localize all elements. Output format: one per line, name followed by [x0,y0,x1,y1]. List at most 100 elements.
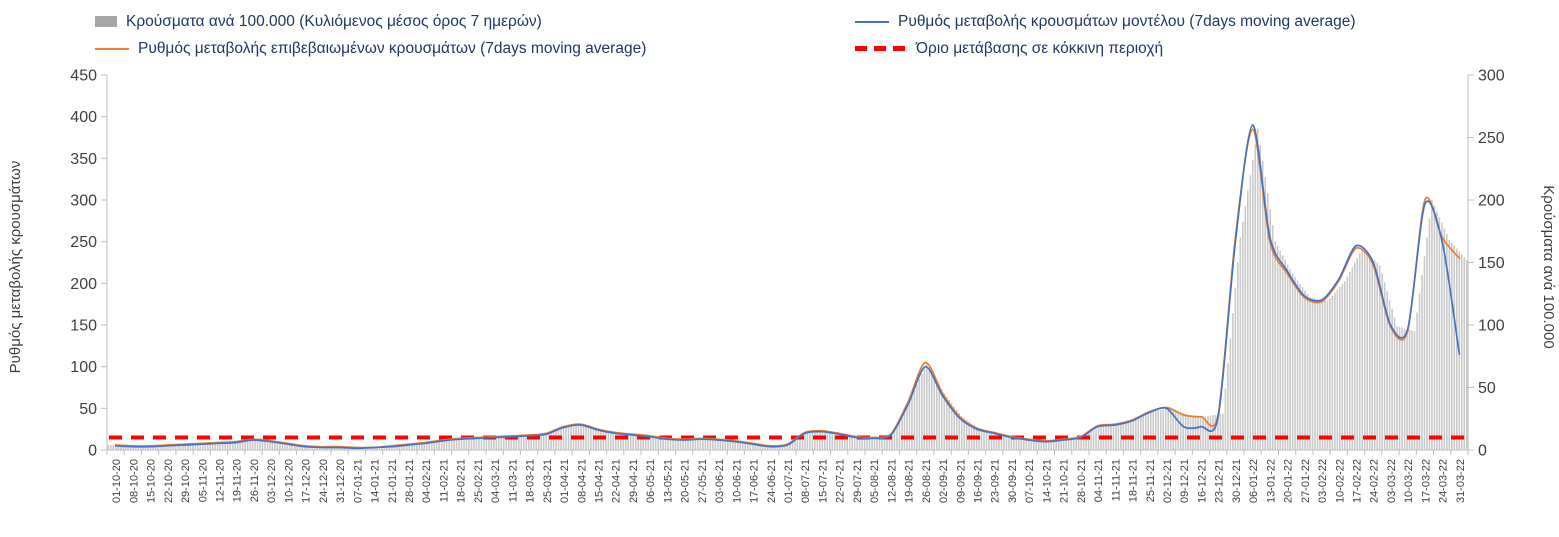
x-tick-label: 29-04-21 [628,459,640,503]
left-tick-label: 300 [70,193,97,210]
x-tick-label: 17-06-21 [749,459,761,503]
x-tick-label: 31-03-22 [1455,459,1467,503]
x-tick-label: 25-02-21 [473,459,485,503]
left-tick-label: 450 [70,68,97,85]
x-tick-label: 05-11-20 [197,459,209,502]
x-tick-label: 27-01-22 [1300,459,1312,503]
x-tick-label: 09-12-21 [1179,459,1191,503]
x-tick-label: 08-04-21 [576,459,588,503]
x-tick-label: 03-02-22 [1317,459,1329,503]
x-tick-label: 22-07-21 [835,459,847,503]
x-tick-label: 01-07-21 [783,459,795,503]
model-rate-path [114,124,1461,450]
right-tick-label: 200 [1478,193,1505,210]
right-tick-label: 50 [1478,380,1496,397]
model-line [114,124,1461,450]
x-tick-label: 25-03-21 [542,459,554,503]
x-tick-label: 20-01-22 [1283,459,1295,503]
left-tick-label: 250 [70,234,97,251]
legend-item-cases-bars: Κρούσματα ανά 100.000 (Κυλιόμενος μέσος … [95,13,855,31]
legend-label-cases-bars: Κρούσματα ανά 100.000 (Κυλιόμενος μέσος … [126,12,542,30]
axis-tick-labels: 0 50 100 150 200 250 300 350 400 450 0 50 100 150 200 2… [70,68,1505,504]
x-tick-label: 15-10-20 [146,459,158,503]
x-tick-label: 24-06-21 [766,459,778,503]
x-tick-label: 10-12-20 [283,459,295,503]
x-tick-label: 27-05-21 [697,459,709,503]
x-tick-label: 18-03-21 [525,459,537,503]
left-tick-label: 150 [70,318,97,335]
x-tick-label: 11-03-21 [507,459,519,502]
x-tick-label: 12-08-21 [886,459,898,503]
bars-series [107,128,1468,451]
x-tick-label: 21-10-21 [1059,459,1071,503]
x-tick-label: 24-03-22 [1438,459,1450,503]
x-tick-label: 04-11-21 [1093,459,1105,502]
x-tick-label: 13-01-22 [1265,459,1277,503]
right-tick-label: 0 [1478,443,1487,460]
right-tick-label: 250 [1478,130,1505,147]
x-tick-label: 04-03-21 [490,459,502,503]
x-tick-label: 14-01-21 [370,459,382,503]
legend-row-1: Κρούσματα ανά 100.000 (Κυλιόμενος μέσος … [0,8,1559,35]
x-tick-label: 26-08-21 [921,459,933,503]
x-tick-label: 29-07-21 [852,459,864,503]
right-tick-label: 300 [1478,68,1505,85]
blue-line-swatch-icon [855,20,889,23]
x-tick-label: 06-05-21 [645,459,657,503]
x-tick-label: 30-09-21 [1007,459,1019,503]
x-tick-label: 12-11-20 [214,459,226,502]
x-tick-label: 24-12-20 [318,459,330,503]
x-tick-label: 10-02-22 [1334,459,1346,503]
x-tick-label: 14-10-21 [1041,459,1053,503]
x-tick-label: 11-02-21 [438,459,450,502]
x-tick-label: 22-04-21 [611,459,623,503]
x-tick-label: 22-10-20 [163,459,175,503]
axes [101,74,1474,455]
x-tick-label: 18-11-21 [1128,459,1140,502]
x-tick-label: 10-03-22 [1403,459,1415,503]
x-tick-label: 02-12-21 [1162,459,1174,503]
x-tick-label: 29-10-20 [180,459,192,503]
x-tick-label: 18-02-21 [456,459,468,503]
x-tick-label: 16-09-21 [973,459,985,503]
legend-label-confirmed-line: Ρυθμός μεταβολής επιβεβαιωμένων κρουσμάτ… [138,39,647,57]
x-tick-label: 02-09-21 [938,459,950,503]
x-tick-label: 23-12-21 [1214,459,1226,503]
x-tick-label: 10-06-21 [731,459,743,503]
x-tick-label: 16-12-21 [1196,459,1208,503]
orange-line-swatch-icon [95,47,129,50]
x-tick-label: 17-02-22 [1352,459,1364,503]
x-tick-label: 11-11-21 [1110,459,1122,501]
x-tick-label: 26-11-20 [249,459,261,502]
x-tick-label: 15-04-21 [593,459,605,503]
x-tick-label: 04-02-21 [421,459,433,503]
x-tick-label: 07-10-21 [1024,459,1036,503]
x-tick-label: 01-04-21 [559,459,571,503]
x-tick-label: 19-08-21 [904,459,916,503]
chart-canvas: Ρυθμός μεταβολής κρουσμάτων Κρούσματα αν… [7,68,1557,504]
x-tick-label: 19-11-20 [232,459,244,502]
x-tick-label: 07-01-21 [352,459,364,503]
legend-label-model-line: Ρυθμός μεταβολής κρουσμάτων μοντέλου (7d… [898,12,1356,30]
x-tick-label: 30-12-21 [1231,459,1243,503]
x-tick-label: 09-09-21 [955,459,967,503]
x-tick-label: 28-10-21 [1076,459,1088,503]
left-tick-label: 200 [70,276,97,293]
left-tick-label: 0 [88,443,97,460]
x-tick-label: 05-08-21 [869,459,881,503]
x-tick-label: 08-10-20 [128,459,140,503]
left-tick-label: 400 [70,109,97,126]
legend-label-threshold: Όριο μετάβασης σε κόκκινη περιοχή [916,39,1164,57]
x-tick-label: 17-03-22 [1420,459,1432,503]
x-tick-label: 13-05-21 [662,459,674,503]
left-tick-label: 350 [70,151,97,168]
x-tick-label: 06-01-22 [1248,459,1260,503]
left-axis-title: Ρυθμός μεταβολής κρουσμάτων [7,161,24,374]
x-tick-label: 28-01-21 [404,459,416,503]
x-tick-label: 03-12-20 [266,459,278,503]
x-tick-label: 25-11-21 [1145,459,1157,502]
x-tick-label: 15-07-21 [817,459,829,503]
legend-item-threshold: Όριο μετάβασης σε κόκκινη περιοχή [855,40,1559,58]
plot-area: 0 50 100 150 200 250 300 350 400 450 0 50 100 150 200 2… [70,68,1505,504]
x-tick-label: 23-09-21 [990,459,1002,503]
